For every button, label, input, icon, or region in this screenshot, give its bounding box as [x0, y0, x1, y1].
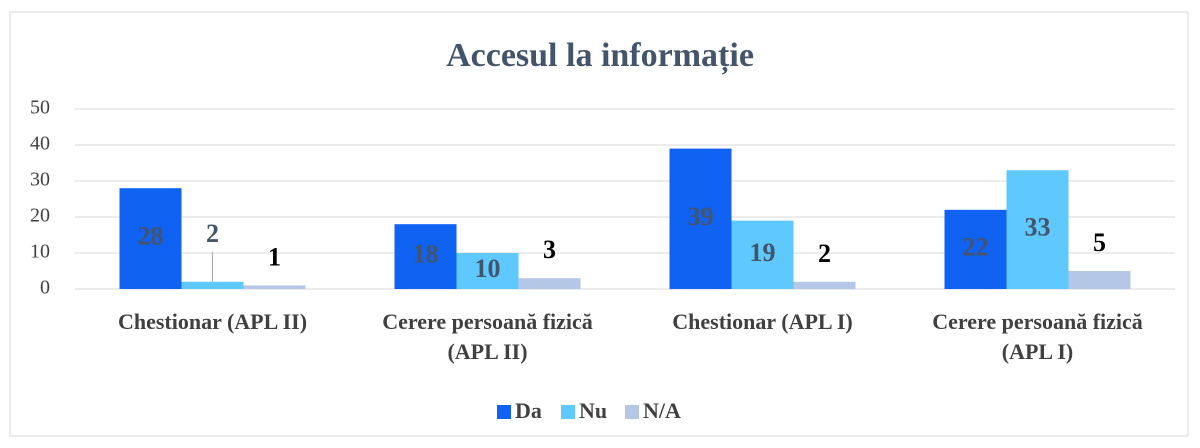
bar — [394, 224, 457, 289]
y-tick-label: 0 — [40, 277, 50, 299]
x-tick-label: Cerere persoană fizică (APL II) — [382, 309, 593, 364]
data-label: 5 — [1093, 228, 1106, 257]
data-label: 2 — [818, 239, 831, 268]
bar — [518, 278, 581, 289]
bar — [181, 281, 244, 289]
bar — [456, 253, 519, 289]
bar — [1006, 170, 1069, 289]
chart-title: Accesul la informație — [446, 37, 754, 75]
data-label: 2 — [206, 219, 219, 248]
bar — [669, 148, 732, 289]
legend-swatch — [625, 405, 639, 419]
data-label: 3 — [543, 235, 556, 264]
data-label: 39 — [688, 202, 714, 231]
data-label: 28 — [138, 222, 164, 251]
y-tick-label: 30 — [30, 169, 50, 191]
bar — [243, 285, 306, 289]
bar — [119, 188, 182, 289]
legend-swatch — [561, 405, 575, 419]
data-label: 18 — [413, 240, 439, 269]
data-label: 1 — [268, 242, 281, 271]
data-label: 22 — [963, 232, 989, 261]
y-tick-label: 20 — [30, 205, 50, 227]
y-tick-label: 10 — [30, 241, 50, 263]
legend-label: N/A — [643, 398, 681, 423]
legend-label: Da — [515, 398, 542, 423]
bar — [944, 209, 1007, 289]
data-label: 19 — [750, 238, 776, 267]
data-label: 10 — [475, 254, 501, 283]
y-tick-label: 40 — [30, 133, 50, 155]
bar — [1068, 271, 1131, 289]
bar — [731, 220, 794, 289]
legend-swatch — [497, 405, 511, 419]
legend-label: Nu — [579, 398, 607, 423]
bar — [793, 281, 856, 289]
x-tick-label: Cerere persoană fizică (APL I) — [932, 309, 1143, 364]
x-tick-label: Chestionar (APL II) — [117, 309, 308, 334]
x-tick-label: Chestionar (APL I) — [672, 309, 853, 334]
y-tick-label: 50 — [30, 97, 50, 119]
data-label: 33 — [1025, 213, 1051, 242]
